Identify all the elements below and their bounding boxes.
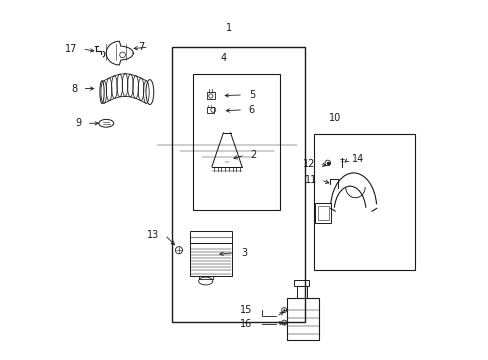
Bar bbox=[189, 231, 232, 243]
Text: 8: 8 bbox=[71, 84, 77, 94]
Bar bbox=[286, 298, 318, 340]
Text: 3: 3 bbox=[241, 248, 246, 258]
Bar bbox=[193, 74, 279, 210]
Text: 4: 4 bbox=[220, 53, 226, 63]
Bar bbox=[315, 203, 331, 222]
Text: 9: 9 bbox=[75, 118, 81, 128]
Text: 7: 7 bbox=[138, 42, 144, 52]
Bar bbox=[189, 243, 232, 276]
Bar bbox=[317, 206, 328, 220]
Text: 6: 6 bbox=[248, 105, 254, 115]
Text: 12: 12 bbox=[303, 159, 315, 169]
Bar bbox=[313, 134, 414, 270]
Text: 1: 1 bbox=[225, 23, 231, 33]
Text: 16: 16 bbox=[240, 319, 252, 329]
Text: 13: 13 bbox=[147, 230, 159, 240]
Bar bbox=[171, 47, 304, 322]
Bar bbox=[206, 107, 213, 113]
Text: 5: 5 bbox=[248, 90, 254, 100]
Bar bbox=[296, 286, 306, 298]
Text: 10: 10 bbox=[328, 113, 340, 123]
Text: 14: 14 bbox=[351, 154, 364, 165]
Bar bbox=[206, 92, 215, 99]
Bar bbox=[294, 280, 308, 286]
Text: 17: 17 bbox=[65, 44, 77, 54]
Text: 15: 15 bbox=[240, 305, 252, 315]
Text: 11: 11 bbox=[305, 175, 317, 185]
Text: 2: 2 bbox=[250, 150, 256, 160]
